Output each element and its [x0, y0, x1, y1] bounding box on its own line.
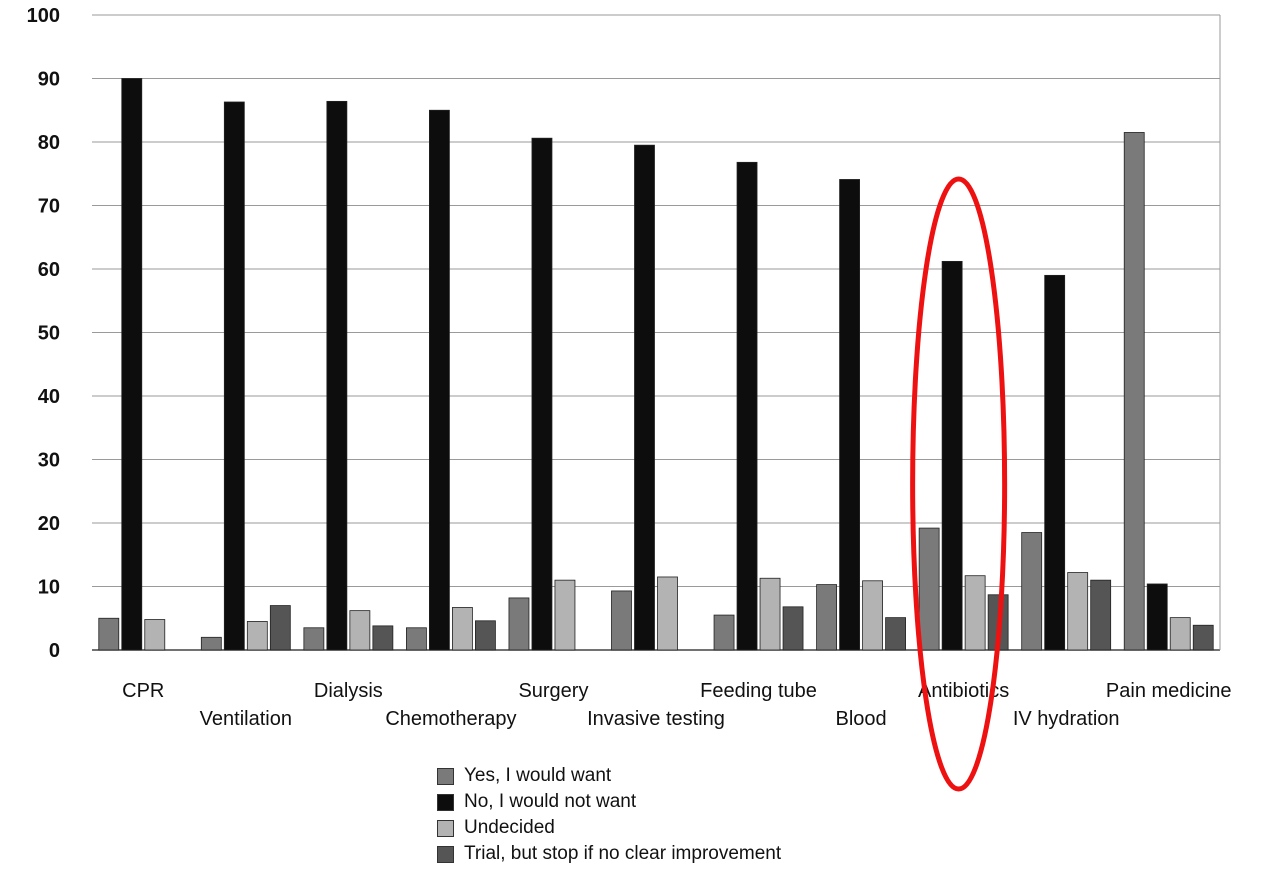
bar-2-1 [326, 100, 348, 651]
bar-3-0 [406, 627, 427, 651]
gridlines [92, 14, 1221, 651]
y-tick-label: 30 [38, 450, 60, 472]
bar-8-2 [964, 575, 986, 651]
bar-6-0 [713, 614, 735, 651]
legend-item: No, I would not want [437, 789, 781, 815]
bar-7-0 [816, 584, 837, 651]
legend-label: Yes, I would want [464, 765, 612, 786]
bar-10-0 [1123, 132, 1145, 651]
highlight-ellipse [910, 176, 1008, 792]
highlight-annotation [910, 176, 1008, 792]
bar-6-3 [782, 606, 804, 651]
y-tick-label: 50 [38, 323, 60, 345]
x-category-label: Blood [836, 708, 887, 730]
x-category-label: Antibiotics [918, 680, 1009, 702]
bar-2-0 [303, 627, 325, 651]
legend-item: Yes, I would want [437, 763, 781, 789]
bar-4-2 [554, 579, 576, 651]
bar-9-2 [1067, 572, 1089, 651]
legend-label: No, I would not want [464, 791, 637, 812]
bar-1-3 [269, 605, 291, 651]
bar-3-3 [475, 620, 496, 651]
bar-9-3 [1090, 579, 1112, 651]
x-category-label: Surgery [518, 680, 588, 702]
x-category-label: CPR [122, 680, 164, 702]
x-category-label: Dialysis [314, 680, 383, 702]
legend-label: Undecided [464, 817, 555, 838]
y-tick-label: 0 [49, 640, 60, 662]
x-axis-category-labels: CPR Ventilation DialysisChemotherapySurger… [122, 680, 1231, 730]
y-tick-label: 60 [38, 259, 60, 281]
bar-8-0 [918, 527, 940, 651]
bar-5-2 [657, 576, 678, 651]
legend: Yes, I would want No, I would not want Und… [437, 763, 781, 867]
legend-item: Trial, but stop if no clear improvement [437, 841, 781, 867]
bar-0-1 [121, 78, 143, 651]
legend-swatch [437, 793, 454, 811]
bar-3-1 [429, 109, 450, 651]
bar-1-2 [246, 621, 268, 651]
y-tick-label: 20 [38, 513, 60, 535]
y-tick-label: 10 [38, 577, 60, 599]
bar-8-1 [941, 260, 963, 651]
bar-10-1 [1146, 583, 1168, 651]
bar-3-2 [452, 607, 473, 651]
y-tick-label: 80 [38, 132, 60, 154]
bar-7-2 [862, 580, 883, 651]
bar-1-1 [223, 101, 245, 651]
bar-5-1 [634, 144, 655, 651]
y-axis-tick-labels: 0 10 20 30 40 50 60 70 80 90 100 [27, 5, 60, 662]
bar-0-2 [144, 619, 166, 651]
bar-5-0 [611, 590, 632, 651]
bar-6-2 [759, 577, 781, 651]
y-tick-label: 90 [38, 69, 60, 91]
x-category-label: Feeding tube [700, 680, 817, 702]
bar-4-1 [531, 137, 553, 651]
bar-9-1 [1044, 274, 1066, 651]
x-category-label: Pain medicine [1106, 680, 1232, 702]
legend-item: Undecided [437, 815, 781, 841]
x-category-label: Chemotherapy [385, 708, 516, 730]
legend-swatch [437, 845, 454, 863]
x-category-label: IV hydration [1013, 708, 1120, 730]
bar-7-1 [839, 179, 860, 651]
legend-label: Trial, but stop if no clear improvement [464, 843, 782, 864]
bar-10-3 [1192, 624, 1214, 651]
bars [98, 78, 1214, 651]
bar-9-0 [1021, 532, 1043, 651]
bar-6-1 [736, 161, 758, 651]
bar-2-2 [349, 610, 371, 651]
bar-1-0 [200, 636, 222, 651]
x-category-label: Ventilation [200, 708, 292, 730]
y-tick-label: 100 [27, 5, 60, 27]
x-category-label: Invasive testing [587, 708, 725, 730]
bar-0-0 [98, 617, 120, 651]
legend-swatch [437, 767, 454, 785]
y-tick-label: 40 [38, 386, 60, 408]
bar-4-0 [508, 597, 530, 651]
bar-7-3 [885, 617, 906, 651]
legend-swatch [437, 819, 454, 837]
bar-2-3 [372, 625, 394, 651]
bar-10-2 [1169, 617, 1191, 651]
y-tick-label: 70 [38, 196, 60, 218]
